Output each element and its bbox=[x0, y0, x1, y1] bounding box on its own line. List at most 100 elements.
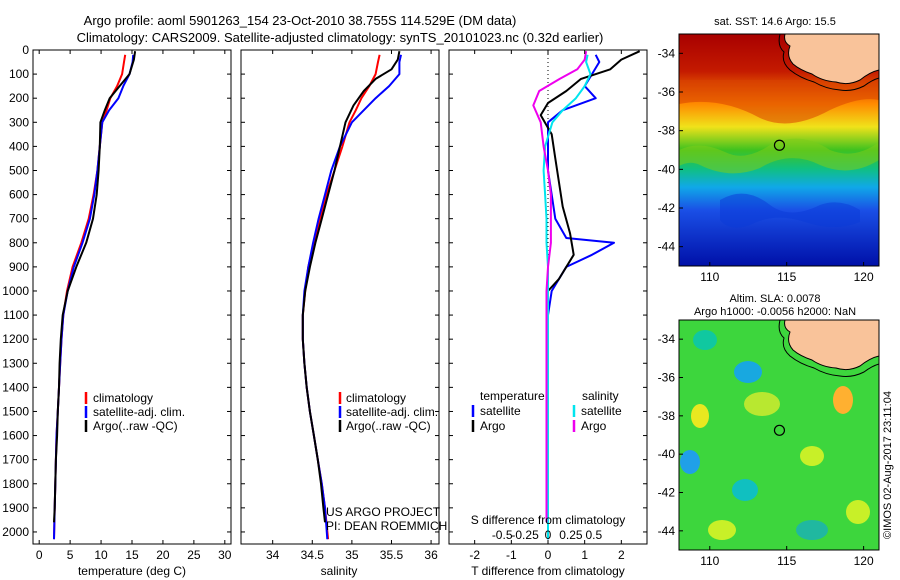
legend-header-salinity: salinity bbox=[582, 389, 619, 403]
sla-anomaly bbox=[833, 386, 853, 414]
depth-tick-label: 400 bbox=[9, 139, 29, 153]
s-diff-tick-label: 0.25 bbox=[559, 528, 583, 542]
depth-tick-label: 100 bbox=[9, 67, 29, 81]
legend-label-climatology: climatology bbox=[93, 391, 153, 405]
depth-tick-label: 1200 bbox=[2, 332, 29, 346]
sst-shelf-contour bbox=[778, 34, 879, 91]
legend-label-argo: Argo(..raw -QC) bbox=[93, 419, 178, 433]
legend-label-climatology: climatology bbox=[346, 391, 406, 405]
map-x-tick-label: 110 bbox=[700, 270, 719, 284]
depth-tick-label: 700 bbox=[9, 212, 29, 226]
map-y-tick-label: -40 bbox=[658, 162, 676, 176]
depth-tick-label: 200 bbox=[9, 91, 29, 105]
x-tick-label: 5 bbox=[67, 548, 74, 562]
series-line bbox=[301, 54, 402, 540]
legend-label-satellite: satellite-adj. clim. bbox=[93, 405, 185, 419]
series-line bbox=[539, 50, 641, 523]
sla-anomaly bbox=[691, 404, 709, 428]
map-x-tick-label: 115 bbox=[777, 554, 796, 568]
depth-tick-label: 2000 bbox=[2, 525, 29, 539]
x-tick-label: 20 bbox=[156, 548, 170, 562]
s-difference-axis-label: S difference from climatology bbox=[471, 513, 626, 527]
x-tick-label: -2 bbox=[469, 548, 480, 562]
salinity-x-axis: 34 34.5 35 35.5 36 bbox=[266, 50, 438, 562]
sla-anomaly bbox=[796, 520, 828, 540]
sst-front-meander bbox=[679, 138, 879, 174]
series-line bbox=[547, 54, 615, 540]
difference-legend: temperature salinity satellite Argo sate… bbox=[471, 389, 622, 433]
legend-header-temperature: temperature bbox=[480, 389, 545, 403]
temperature-x-axis: 0 5 10 15 20 25 30 bbox=[36, 50, 232, 562]
x-tick-label: 30 bbox=[218, 548, 232, 562]
sst-cool-eddy bbox=[720, 193, 860, 228]
sla-shelf-contour bbox=[778, 320, 879, 377]
project-annotation-line-1: US ARGO PROJECT bbox=[326, 505, 441, 519]
depth-tick-label: 300 bbox=[9, 115, 29, 129]
difference-series bbox=[532, 50, 641, 544]
legend-label-s-satellite: satellite bbox=[581, 404, 622, 418]
series-line bbox=[53, 54, 127, 540]
legend-label-s-argo: Argo bbox=[581, 419, 607, 433]
sla-anomaly bbox=[708, 520, 736, 540]
sst-warm-tongue bbox=[679, 80, 879, 124]
t-difference-x-axis: -2 -1 0 1 2 bbox=[469, 50, 625, 562]
x-tick-label: 35.5 bbox=[380, 548, 404, 562]
map-y-tick-label: -38 bbox=[658, 124, 676, 138]
x-tick-label: 36 bbox=[424, 548, 438, 562]
depth-tick-label: 1900 bbox=[2, 501, 29, 515]
map-y-tick-label: -38 bbox=[658, 409, 676, 423]
map-x-tick-label: 120 bbox=[854, 554, 874, 568]
map-y-tick-label: -44 bbox=[658, 524, 676, 538]
sla-anomaly bbox=[732, 479, 758, 501]
depth-tick-label: 600 bbox=[9, 188, 29, 202]
map-y-tick-label: -36 bbox=[658, 85, 676, 99]
sla-map-title-line-1: Altim. SLA: 0.0078 bbox=[729, 293, 820, 305]
depth-axis: 0 100 200 300 400 500 600 700 800 900 1000 1100 1200… bbox=[2, 43, 647, 539]
depth-tick-label: 800 bbox=[9, 236, 29, 250]
sla-anomaly bbox=[744, 392, 780, 416]
sla-map-axes: 110 115 120 -34 -36 -38 -40 -42 -44 bbox=[658, 332, 874, 568]
x-tick-label: 34.5 bbox=[301, 548, 325, 562]
x-tick-label: 34 bbox=[266, 548, 280, 562]
depth-tick-label: 900 bbox=[9, 260, 29, 274]
temperature-series bbox=[53, 51, 137, 540]
credit-stamp: ©IMOS 02-Aug-2017 23:11:04 bbox=[882, 391, 894, 539]
t-difference-axis-label: T difference from climatology bbox=[471, 564, 625, 578]
x-tick-label: 1 bbox=[581, 548, 588, 562]
series-line bbox=[301, 54, 381, 540]
salinity-series bbox=[301, 51, 402, 540]
legend-label-t-satellite: satellite bbox=[480, 404, 521, 418]
s-diff-tick-label: -0.5 bbox=[492, 528, 513, 542]
map-x-tick-label: 120 bbox=[854, 270, 874, 284]
legend-label-satellite: satellite-adj. clim. bbox=[346, 405, 438, 419]
sst-land bbox=[784, 34, 879, 84]
salinity-plot-frame bbox=[240, 49, 440, 545]
depth-tick-label: 1800 bbox=[2, 477, 29, 491]
s-difference-x-axis: -0.5-0.25 0 0.25 0.5 bbox=[492, 528, 603, 542]
x-tick-label: 2 bbox=[618, 548, 625, 562]
x-tick-label: 0 bbox=[36, 548, 43, 562]
depth-tick-label: 1600 bbox=[2, 429, 29, 443]
map-y-tick-label: -42 bbox=[658, 486, 676, 500]
map-x-tick-label: 110 bbox=[700, 554, 719, 568]
map-y-tick-label: -34 bbox=[658, 332, 676, 346]
sla-anomaly bbox=[846, 500, 870, 524]
depth-tick-label: 1400 bbox=[2, 380, 29, 394]
sst-coastline bbox=[784, 34, 879, 85]
map-x-tick-label: 115 bbox=[777, 270, 796, 284]
temperature-plot-frame bbox=[32, 49, 232, 545]
map-y-tick-label: -42 bbox=[658, 201, 676, 215]
x-tick-label: 10 bbox=[94, 548, 108, 562]
title-line-1: Argo profile: aoml 5901263_154 23-Oct-20… bbox=[84, 13, 517, 28]
x-tick-label: -1 bbox=[506, 548, 517, 562]
map-y-tick-label: -36 bbox=[658, 371, 676, 385]
s-diff-tick-label: -0.25 bbox=[511, 528, 539, 542]
salinity-axis-label: salinity bbox=[321, 564, 358, 578]
legend-label-argo: Argo(..raw -QC) bbox=[346, 419, 431, 433]
x-tick-label: 25 bbox=[187, 548, 201, 562]
sst-map-title: sat. SST: 14.6 Argo: 15.5 bbox=[714, 16, 836, 28]
series-line bbox=[532, 51, 588, 523]
sla-map-title-line-2: Argo h1000: -0.0056 h2000: NaN bbox=[694, 306, 856, 318]
sla-anomaly bbox=[693, 330, 717, 350]
sst-map-axes: 110 115 120 -34 -36 -38 -40 -42 -44 bbox=[658, 46, 874, 284]
